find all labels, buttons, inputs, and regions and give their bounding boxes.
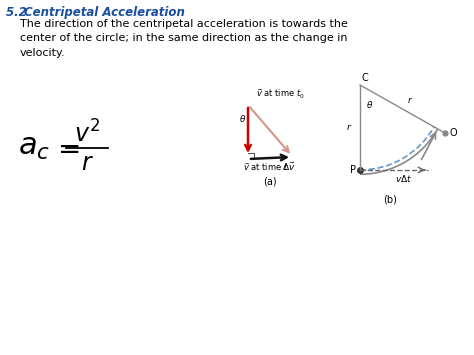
Text: $v^2$: $v^2$ [74, 120, 100, 148]
Text: $=$: $=$ [52, 134, 80, 162]
Text: (a): (a) [263, 177, 277, 187]
Text: The direction of the centripetal acceleration is towards the
center of the circl: The direction of the centripetal acceler… [20, 19, 348, 58]
Text: $\theta$: $\theta$ [366, 99, 374, 110]
Text: r: r [408, 96, 411, 105]
Text: $\vec{v}$ at time $t$: $\vec{v}$ at time $t$ [243, 161, 289, 173]
Text: P: P [350, 165, 356, 175]
Text: Centripetal Acceleration: Centripetal Acceleration [24, 6, 185, 19]
Text: (b): (b) [383, 195, 397, 205]
Text: $a_c$: $a_c$ [18, 133, 50, 163]
Text: $\Delta\vec{v}$: $\Delta\vec{v}$ [282, 161, 296, 173]
Text: O: O [450, 128, 457, 138]
Text: C: C [362, 73, 369, 83]
Text: $\theta$: $\theta$ [238, 113, 246, 124]
Text: $r$: $r$ [81, 151, 93, 175]
Text: 5.2: 5.2 [6, 6, 31, 19]
Text: r: r [346, 123, 350, 132]
Text: $v\Delta t$: $v\Delta t$ [395, 173, 413, 184]
Text: $\vec{v}$ at time $t_0$: $\vec{v}$ at time $t_0$ [256, 88, 305, 101]
